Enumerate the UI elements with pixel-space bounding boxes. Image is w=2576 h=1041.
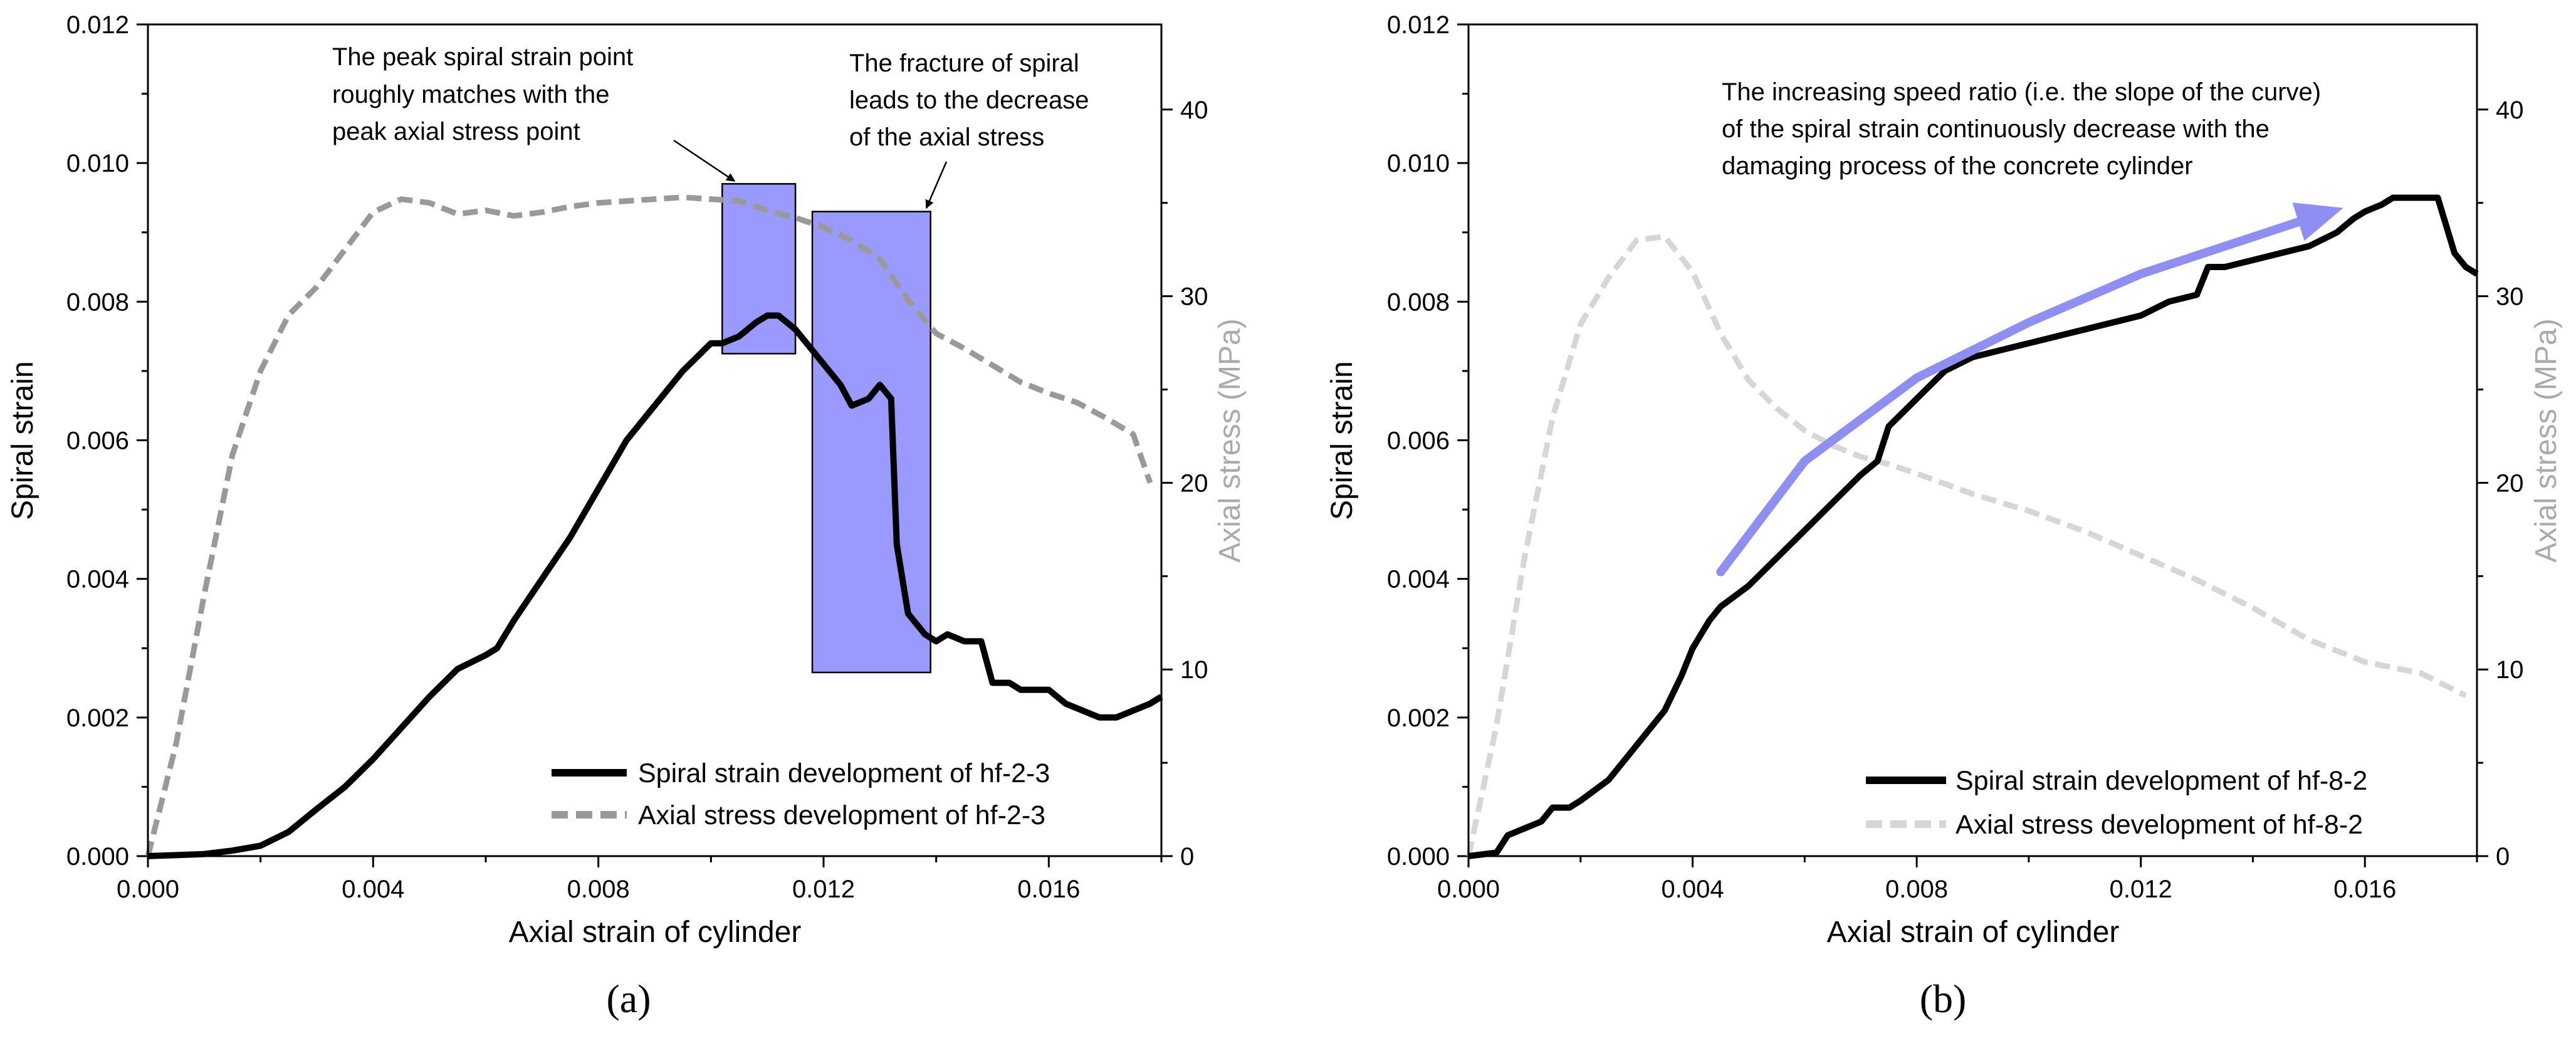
y2-tick-label: 30 (2496, 283, 2524, 311)
legend-label-stress: Axial stress development of hf-8-2 (1956, 810, 2363, 840)
x-tick-label: 0.012 (2110, 876, 2172, 903)
panel-a-x-axis-label: Axial strain of cylinder (509, 916, 802, 949)
y-tick-label: 0.006 (1387, 427, 1450, 455)
y2-tick-label: 30 (1180, 283, 1208, 311)
trend-arrow-shaft (1716, 214, 2313, 577)
legend-label-stress: Axial stress development of hf-2-3 (638, 800, 1045, 830)
panel-b-trend (1716, 202, 2343, 577)
y2-tick-label: 40 (2496, 97, 2524, 124)
y2-tick-label: 10 (2496, 656, 2524, 684)
panel-a-annotation-peak: The peak spiral strain point roughly mat… (332, 43, 633, 145)
panel-a-y-axis-label: Spiral strain (6, 361, 39, 520)
annotation-line: damaging process of the concrete cylinde… (1722, 152, 2193, 180)
legend-label-spiral: Spiral strain development of hf-2-3 (638, 758, 1050, 788)
panel-b-y-axis-label: Spiral strain (1326, 361, 1359, 520)
y-tick-label: 0.004 (66, 566, 129, 594)
y2-tick-label: 20 (2496, 469, 2524, 497)
series-line-axial-stress (145, 194, 1153, 857)
panel-b-plot-frame (1467, 23, 2478, 857)
annotation-line: The peak spiral strain point (332, 43, 633, 71)
x-tick-label: 0.008 (1885, 876, 1948, 903)
annotation-line: roughly matches with the (332, 81, 609, 108)
x-tick-label: 0.012 (792, 876, 855, 903)
y-tick-label: 0.002 (66, 704, 129, 732)
panel-a-tag: (a) (606, 976, 651, 1021)
x-tick-label: 0.000 (117, 876, 179, 903)
panel-a-grid-layer: 0.000 0.004 0.008 0.012 0.016 0.000 0.002 0.004… (66, 11, 1208, 903)
panel-a-annotation-fracture: The fracture of spiral leads to the decr… (849, 50, 1089, 151)
y2-tick-label: 10 (1180, 656, 1208, 684)
legend-label-spiral: Spiral strain development of hf-8-2 (1956, 766, 2367, 796)
x-tick-label: 0.016 (1017, 876, 1080, 903)
panel-b: 0.000 0.004 0.008 0.012 0.016 0.000 0.002 0.004… (1326, 11, 2563, 1021)
y-tick-label: 0.010 (1387, 150, 1450, 177)
annotation-line: peak axial stress point (332, 118, 580, 145)
x-tick-label: 0.004 (342, 876, 404, 903)
y2-tick-label: 0 (1180, 843, 1194, 871)
panel-b-tag: (b) (1920, 976, 1967, 1021)
series-line-axial-stress (1465, 233, 2468, 857)
panel-b-legend: Spiral strain development of hf-8-2 Axia… (1866, 766, 2367, 840)
x-tick-label: 0.004 (1662, 876, 1724, 903)
panel-a-y2-axis-label: Axial stress (MPa) (1213, 318, 1247, 562)
annotation-line: leads to the decrease (849, 86, 1089, 114)
annotation-line: The fracture of spiral (849, 50, 1079, 77)
panel-a-series (145, 194, 1163, 859)
panel-a-boxes (721, 183, 931, 674)
y-tick-label: 0.008 (66, 288, 129, 316)
panel-b-x-axis-label: Axial strain of cylinder (1827, 916, 2120, 949)
annotation-arrow (673, 139, 736, 182)
annotation-line: of the axial stress (849, 123, 1044, 151)
panel-b-y2-axis-label: Axial stress (MPa) (2530, 318, 2563, 562)
annotation-line: of the spiral strain continuously decrea… (1722, 115, 2270, 143)
panel-b-series (1465, 194, 2479, 859)
x-tick-label: 0.016 (2333, 876, 2396, 903)
panel-a-legend: Spiral strain development of hf-2-3 Axia… (552, 758, 1050, 830)
panel-b-grid-layer: 0.000 0.004 0.008 0.012 0.016 0.000 0.002 0.004… (1387, 11, 2524, 903)
x-tick-label: 0.000 (1437, 876, 1500, 903)
annotation-arrow (925, 161, 948, 209)
y-tick-label: 0.008 (1387, 288, 1450, 316)
y2-tick-label: 0 (2496, 843, 2510, 871)
y-tick-label: 0.006 (66, 427, 129, 455)
y2-tick-label: 40 (1180, 97, 1208, 124)
panel-b-annotation: The increasing speed ratio (i.e. the slo… (1722, 78, 2321, 180)
y2-tick-label: 20 (1180, 469, 1208, 497)
y-tick-label: 0.000 (66, 843, 129, 871)
annotation-line: The increasing speed ratio (i.e. the slo… (1722, 78, 2321, 106)
y-tick-label: 0.010 (66, 150, 129, 177)
panel-a-plot-frame (147, 23, 1163, 857)
series-line-spiral-strain (147, 312, 1163, 859)
x-tick-label: 0.008 (567, 876, 630, 903)
highlight-box-2 (811, 211, 931, 674)
series-line-spiral-strain (1468, 194, 2479, 859)
y-tick-label: 0.002 (1387, 704, 1450, 732)
y-tick-label: 0.012 (66, 11, 129, 39)
y-tick-label: 0.000 (1387, 843, 1450, 871)
y-tick-label: 0.012 (1387, 11, 1450, 39)
trend-arrow-head (2292, 202, 2343, 241)
panel-a: 0.000 0.004 0.008 0.012 0.016 0.000 0.002 0.004… (6, 11, 1247, 1021)
y-tick-label: 0.004 (1387, 566, 1450, 594)
